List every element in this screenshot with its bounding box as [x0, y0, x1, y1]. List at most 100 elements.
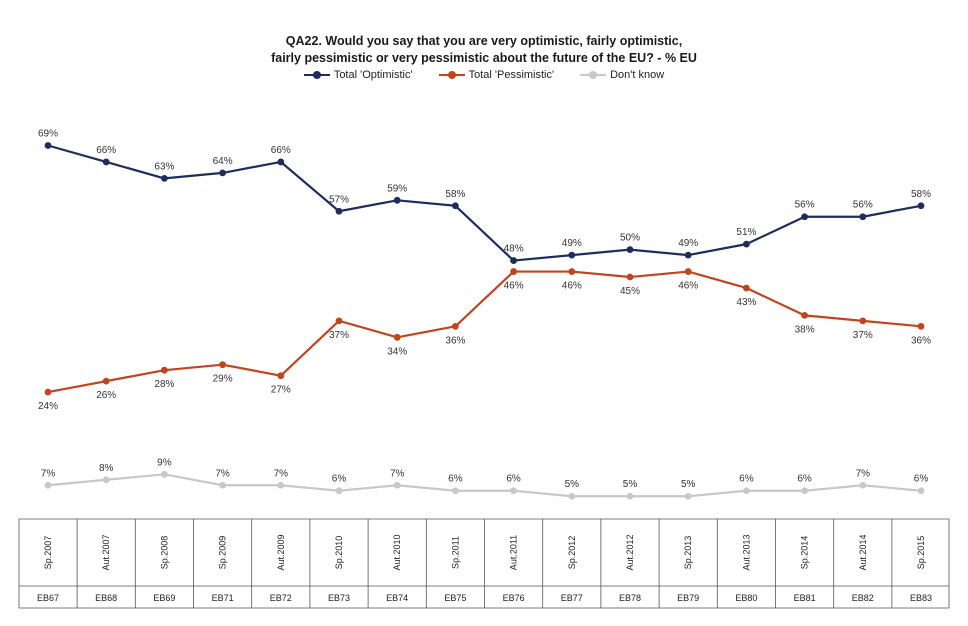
data-label-don-t-know: 7%	[274, 468, 289, 479]
data-label-total-optimistic: 66%	[96, 145, 116, 156]
x-tick-label: Aut.2010	[392, 534, 402, 570]
x-wave-label: EB67	[37, 593, 59, 603]
data-label-don-t-know: 7%	[856, 468, 871, 479]
chart-title: QA22. Would you say that you are very op…	[0, 33, 968, 67]
series-total-pessimistic: 24% 26% 28% 29% 27% 37% 34% 36% 46% 46% 45% 46% 43% 3…	[38, 268, 931, 412]
data-point-total-pessimistic	[510, 268, 517, 275]
x-tick-label: Aut.2014	[858, 534, 868, 570]
x-wave-label: EB73	[328, 593, 350, 603]
data-point-total-optimistic	[626, 246, 634, 254]
x-tick-label: Sp.2015	[916, 536, 926, 570]
data-point-don-t-know	[684, 492, 692, 500]
x-tick-label: Aut.2007	[101, 534, 111, 570]
series-don-t-know: 7% 8% 9% 7% 7% 6% 7% 6% 6% 5% 5% 5% 6% 6% 7% 6%	[41, 457, 928, 500]
data-label-don-t-know: 5%	[623, 479, 638, 490]
x-tick-label: Sp.2011	[450, 536, 460, 569]
data-point-total-pessimistic	[801, 311, 808, 319]
data-label-total-pessimistic: 37%	[853, 330, 873, 341]
data-point-total-optimistic	[801, 213, 808, 221]
chart-title-line-1: QA22. Would you say that you are very op…	[285, 34, 683, 48]
x-axis-table: Sp.2007 EB67 Aut.2007 EB68 Sp.2008 EB69 Sp.200…	[18, 518, 950, 609]
data-label-total-optimistic: 63%	[154, 161, 174, 172]
data-label-don-t-know: 7%	[215, 468, 230, 479]
x-tick-label: Sp.2007	[43, 536, 53, 570]
data-label-total-pessimistic: 46%	[678, 281, 698, 292]
data-label-total-optimistic: 49%	[678, 238, 698, 249]
data-label-total-pessimistic: 46%	[504, 281, 524, 292]
legend-swatch-dont-know	[580, 70, 607, 80]
data-label-total-pessimistic: 38%	[795, 324, 815, 335]
data-point-total-pessimistic	[44, 388, 52, 396]
legend-label-optimistic: Total 'Optimistic'	[333, 69, 413, 81]
data-point-total-pessimistic	[859, 317, 867, 325]
data-label-total-pessimistic: 24%	[38, 401, 58, 412]
data-label-total-optimistic: 50%	[620, 233, 640, 244]
data-point-total-optimistic	[393, 196, 401, 204]
x-tick-label: Sp.2012	[567, 536, 577, 570]
data-label-don-t-know: 8%	[99, 463, 114, 474]
data-point-don-t-know	[277, 481, 285, 489]
data-label-total-optimistic: 56%	[795, 200, 815, 211]
data-point-total-pessimistic	[684, 268, 692, 275]
data-point-total-pessimistic	[335, 317, 343, 325]
data-label-don-t-know: 6%	[506, 474, 521, 485]
x-wave-label: EB74	[386, 593, 408, 603]
data-label-total-pessimistic: 26%	[96, 390, 116, 401]
series-line-don-t-know	[47, 473, 922, 498]
data-label-don-t-know: 5%	[681, 479, 696, 490]
data-point-don-t-know	[568, 492, 576, 500]
x-wave-label: EB76	[503, 593, 525, 603]
data-label-don-t-know: 6%	[448, 474, 463, 485]
data-label-total-optimistic: 64%	[213, 156, 233, 167]
data-point-total-pessimistic	[917, 322, 925, 330]
data-point-total-optimistic	[335, 207, 343, 215]
data-point-total-pessimistic	[277, 372, 285, 380]
data-point-total-pessimistic	[161, 366, 168, 374]
data-point-total-optimistic	[452, 202, 459, 210]
series-total-optimistic: 69% 66% 63% 64% 66% 57% 59% 58% 48% 49% 50% 49% 51% 5…	[38, 129, 931, 264]
data-label-total-optimistic: 48%	[504, 244, 524, 255]
chart-title-line-2: fairly pessimistic or very pessimistic a…	[271, 51, 697, 65]
data-point-total-pessimistic	[743, 284, 750, 292]
data-label-total-pessimistic: 27%	[271, 385, 291, 396]
data-point-don-t-know	[393, 481, 401, 489]
data-point-total-pessimistic	[452, 322, 459, 330]
data-label-total-pessimistic: 29%	[213, 374, 233, 385]
data-label-total-optimistic: 56%	[853, 200, 873, 211]
data-label-total-pessimistic: 36%	[911, 335, 931, 346]
data-label-total-optimistic: 58%	[911, 189, 931, 200]
data-label-don-t-know: 5%	[565, 479, 580, 490]
data-label-total-pessimistic: 46%	[562, 281, 582, 292]
series-line-total-pessimistic	[47, 270, 922, 394]
x-wave-label: EB81	[794, 593, 816, 603]
data-point-don-t-know	[801, 487, 808, 495]
data-point-don-t-know	[917, 487, 925, 495]
x-wave-label: EB68	[95, 593, 117, 603]
x-wave-label: EB79	[677, 593, 699, 603]
data-point-total-optimistic	[684, 251, 692, 259]
data-point-don-t-know	[44, 481, 52, 489]
data-label-total-optimistic: 66%	[271, 145, 291, 156]
legend-label-dont-know: Don't know	[610, 69, 665, 81]
data-label-total-optimistic: 57%	[329, 194, 349, 205]
data-point-total-pessimistic	[393, 333, 401, 341]
x-wave-label: EB77	[561, 593, 583, 603]
legend-swatch-optimistic	[303, 70, 330, 80]
data-label-total-optimistic: 69%	[38, 129, 58, 140]
x-wave-label: EB72	[270, 593, 292, 603]
data-point-total-optimistic	[743, 240, 750, 248]
data-point-total-pessimistic	[568, 268, 576, 275]
legend-item-optimistic: Total 'Optimistic'	[303, 69, 413, 81]
data-label-total-optimistic: 59%	[387, 183, 407, 194]
x-wave-label: EB78	[619, 593, 641, 603]
data-label-don-t-know: 6%	[332, 474, 347, 485]
legend-item-dont-know: Don't know	[580, 69, 664, 81]
data-label-don-t-know: 7%	[390, 468, 405, 479]
data-label-don-t-know: 6%	[739, 474, 754, 485]
data-label-total-optimistic: 51%	[736, 227, 756, 238]
legend-label-pessimistic: Total 'Pessimistic'	[468, 69, 555, 81]
x-wave-label: EB69	[153, 593, 175, 603]
data-label-total-pessimistic: 45%	[620, 286, 640, 297]
data-point-total-optimistic	[219, 169, 227, 177]
